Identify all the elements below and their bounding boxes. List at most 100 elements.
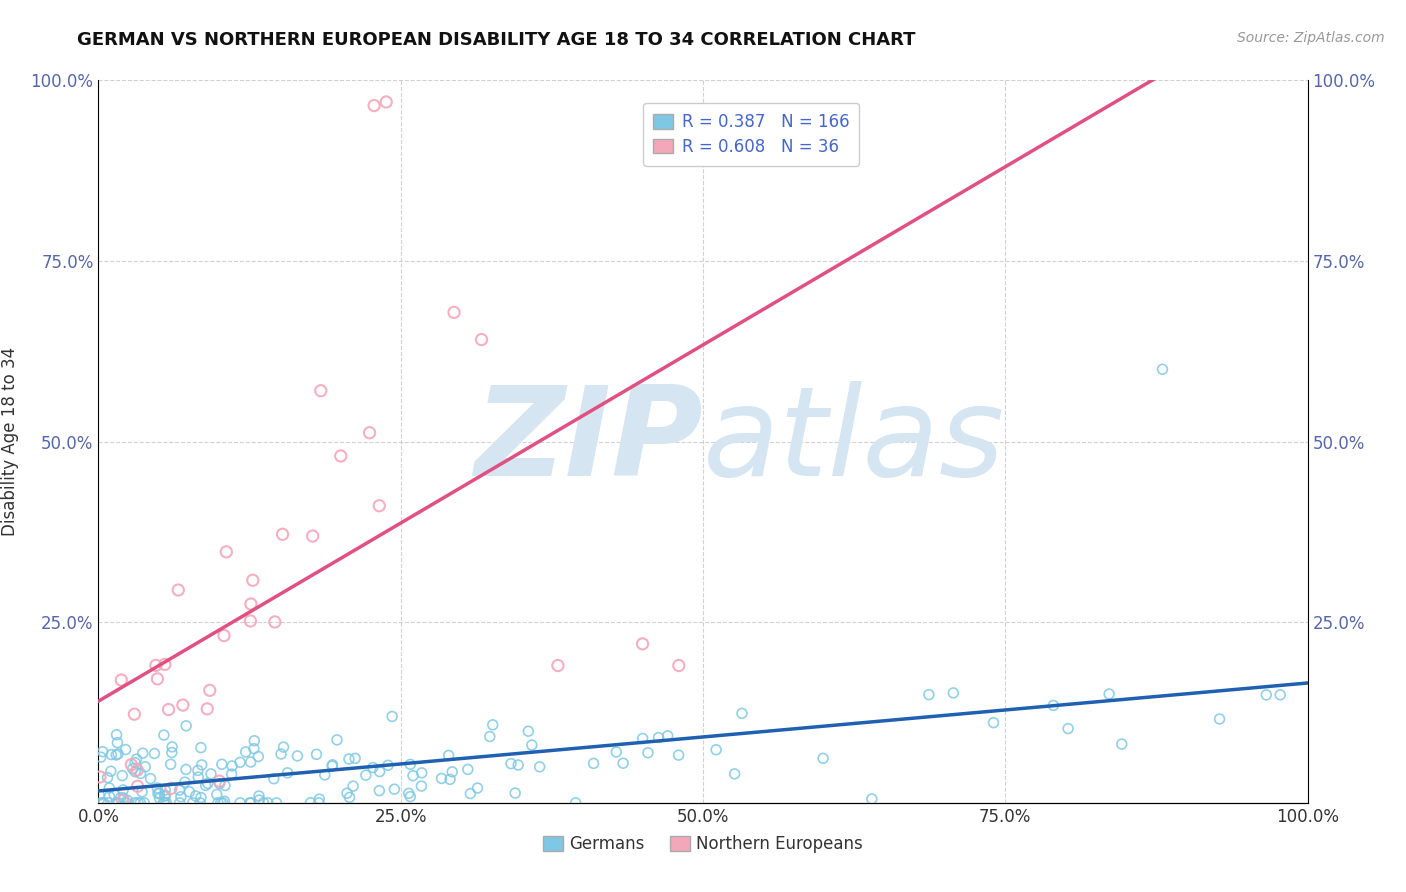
- Point: [308, 792, 330, 806]
- Legend: Germans, Northern Europeans: Germans, Northern Europeans: [536, 828, 870, 860]
- Point: [152, 795, 174, 809]
- Point: [134, 796, 156, 810]
- Point: [582, 756, 605, 771]
- Point: [668, 748, 690, 763]
- Point: [169, 796, 191, 810]
- Y-axis label: Disability Age 18 to 34: Disability Age 18 to 34: [1, 347, 20, 536]
- Point: [305, 747, 328, 762]
- Point: [811, 751, 834, 765]
- Point: [411, 779, 433, 793]
- Point: [174, 719, 197, 733]
- Point: [155, 789, 177, 803]
- Point: [1042, 698, 1064, 713]
- Point: [115, 796, 138, 810]
- Point: [91, 745, 114, 759]
- Point: [157, 702, 180, 716]
- Point: [103, 788, 125, 802]
- Point: [153, 728, 176, 742]
- Point: [114, 742, 136, 756]
- Point: [359, 425, 381, 440]
- Point: [146, 787, 169, 801]
- Point: [235, 745, 257, 759]
- Point: [430, 772, 453, 786]
- Point: [120, 757, 142, 772]
- Point: [229, 796, 252, 810]
- Point: [377, 758, 399, 772]
- Point: [212, 629, 235, 643]
- Point: [247, 749, 270, 764]
- Point: [112, 783, 135, 797]
- Point: [98, 780, 121, 795]
- Point: [326, 732, 349, 747]
- Point: [240, 796, 263, 810]
- Point: [239, 614, 262, 628]
- Point: [148, 786, 170, 800]
- Point: [153, 789, 176, 803]
- Point: [439, 772, 461, 787]
- Point: [112, 790, 135, 805]
- Point: [187, 770, 209, 784]
- Point: [1208, 712, 1230, 726]
- Point: [195, 702, 218, 716]
- Point: [460, 787, 482, 801]
- Point: [243, 733, 266, 747]
- Point: [139, 772, 162, 786]
- Point: [263, 615, 285, 629]
- Point: [98, 789, 121, 804]
- Point: [221, 759, 243, 773]
- Point: [381, 709, 404, 723]
- Point: [214, 779, 236, 793]
- Point: [97, 796, 120, 810]
- Point: [124, 796, 146, 810]
- Point: [481, 718, 503, 732]
- Point: [110, 673, 132, 687]
- Point: [105, 728, 128, 742]
- Point: [256, 796, 278, 810]
- Point: [160, 746, 183, 760]
- Point: [299, 796, 322, 810]
- Point: [167, 582, 190, 597]
- Point: [211, 796, 233, 810]
- Point: [339, 790, 361, 805]
- Point: [322, 757, 344, 772]
- Point: [155, 783, 177, 797]
- Point: [631, 637, 654, 651]
- Point: [1098, 687, 1121, 701]
- Point: [457, 763, 479, 777]
- Point: [321, 759, 343, 773]
- Point: [229, 756, 252, 770]
- Point: [308, 796, 330, 810]
- Point: [657, 729, 679, 743]
- Point: [467, 780, 489, 795]
- Point: [124, 764, 146, 779]
- Point: [153, 796, 176, 810]
- Point: [1256, 688, 1278, 702]
- Point: [134, 760, 156, 774]
- Point: [276, 765, 298, 780]
- Point: [1111, 737, 1133, 751]
- Point: [252, 796, 274, 810]
- Point: [110, 791, 132, 805]
- Point: [211, 757, 233, 772]
- Point: [1057, 722, 1080, 736]
- Point: [197, 776, 219, 790]
- Point: [132, 746, 155, 760]
- Point: [1270, 688, 1292, 702]
- Point: [375, 95, 398, 109]
- Text: ZIP: ZIP: [474, 381, 703, 502]
- Point: [273, 740, 295, 755]
- Point: [368, 783, 391, 797]
- Point: [208, 776, 231, 790]
- Point: [172, 698, 194, 712]
- Point: [194, 778, 217, 792]
- Point: [287, 748, 309, 763]
- Point: [153, 657, 176, 672]
- Point: [117, 793, 139, 807]
- Point: [441, 764, 464, 779]
- Point: [342, 779, 364, 793]
- Point: [187, 764, 209, 778]
- Point: [111, 794, 134, 808]
- Point: [105, 796, 128, 810]
- Point: [668, 658, 690, 673]
- Point: [207, 796, 229, 810]
